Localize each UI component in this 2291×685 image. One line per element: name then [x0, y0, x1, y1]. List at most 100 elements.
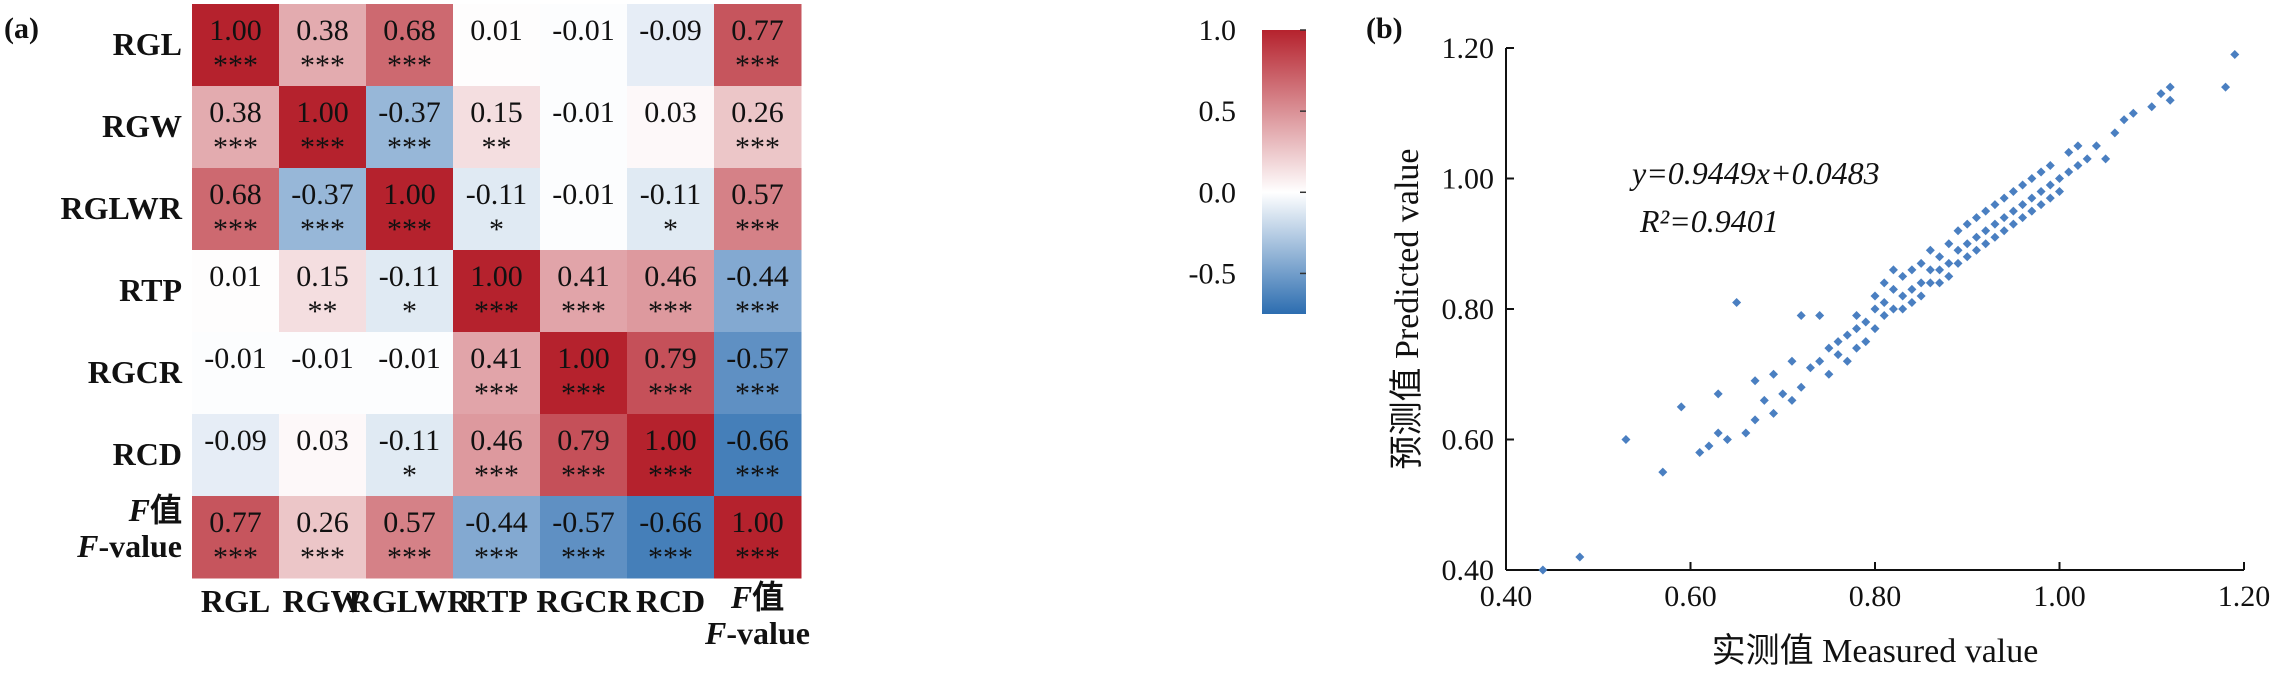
colorbar-tick-label: 0.5: [1199, 95, 1237, 128]
x-tick-label: 1.20: [2218, 580, 2271, 613]
scatter-point: [2055, 174, 2064, 183]
cell-value-label: -0.37: [291, 178, 354, 211]
heatmap-cell: [540, 168, 628, 251]
heatmap-cell: [453, 250, 541, 333]
heatmap-cell: [714, 4, 802, 87]
scatter-point: [1713, 389, 1723, 399]
cell-significance-label: ***: [735, 459, 780, 492]
cell-value-label: 0.46: [644, 260, 697, 293]
scatter-point: [1907, 265, 1917, 275]
heatmap-cell: [627, 168, 715, 251]
scatter-point: [1916, 291, 1926, 301]
scatter-point: [1925, 278, 1935, 288]
scatter-point: [2008, 219, 2018, 229]
scatter-point: [1879, 311, 1889, 321]
cell-value-label: -0.09: [204, 424, 267, 457]
column-label: RCD: [636, 583, 705, 619]
scatter-point: [1759, 395, 1769, 405]
scatter-point: [1971, 213, 1981, 223]
scatter-point: [1907, 284, 1917, 294]
scatter-point: [1971, 245, 1981, 255]
r-squared: R²=0.9401: [1639, 203, 1779, 239]
scatter-point: [1944, 258, 1954, 268]
cell-value-label: 0.68: [209, 178, 262, 211]
cell-value-label: 0.79: [557, 424, 610, 457]
heatmap-cell: [279, 168, 367, 251]
cell-value-label: -0.01: [552, 14, 615, 47]
scatter-point: [1750, 376, 1760, 386]
row-label: RTP: [119, 272, 182, 308]
heatmap-cell: [540, 250, 628, 333]
cell-value-label: -0.11: [379, 260, 440, 293]
scatter-point: [1796, 382, 1806, 392]
cell-significance-label: ***: [387, 541, 432, 574]
scatter-point: [1704, 441, 1714, 451]
cell-value-label: -0.57: [552, 506, 615, 539]
scatter-point: [1944, 271, 1954, 281]
cell-significance-label: **: [308, 295, 338, 328]
cell-significance-label: ***: [213, 131, 258, 164]
heatmap-cell: [366, 4, 454, 87]
cell-significance-label: ***: [648, 377, 693, 410]
heatmap-cell: [366, 414, 454, 497]
cell-value-label: -0.01: [552, 178, 615, 211]
scatter-point: [1935, 265, 1945, 275]
cell-value-label: -0.09: [639, 14, 702, 47]
cell-value-label: 0.77: [731, 14, 784, 47]
column-label: RTP: [465, 583, 528, 619]
cell-value-label: 0.26: [296, 506, 349, 539]
scatter-point: [1888, 284, 1898, 294]
scatter-point: [2055, 187, 2064, 197]
heatmap-cell: [366, 86, 454, 169]
scatter-point: [2073, 141, 2083, 151]
cell-significance-label: ***: [213, 541, 258, 574]
scatter-point: [1713, 428, 1723, 438]
scatter-point: [2064, 147, 2074, 157]
cell-value-label: -0.01: [378, 342, 441, 375]
heatmap-cell: [279, 332, 367, 415]
scatter-point: [1796, 311, 1806, 321]
heatmap-cell: [627, 332, 715, 415]
cell-value-label: 1.00: [644, 424, 697, 457]
cell-value-label: 0.46: [470, 424, 523, 457]
y-tick-label: 1.00: [1442, 163, 1495, 196]
scatter-point: [2147, 102, 2157, 112]
scatter-point: [1898, 271, 1908, 281]
cell-significance-label: ***: [561, 377, 606, 410]
cell-value-label: -0.11: [466, 178, 527, 211]
x-axis-label: 实测值 Measured value: [1712, 632, 2039, 670]
scatter-point: [1815, 311, 1825, 321]
y-tick-label: 0.40: [1442, 554, 1495, 587]
scatter-point: [2128, 108, 2138, 118]
scatter-point: [2045, 180, 2055, 190]
heatmap-cell: [192, 332, 280, 415]
scatter-point: [2165, 82, 2175, 92]
scatter-point: [2156, 89, 2166, 99]
scatter-point: [1852, 343, 1862, 353]
cell-value-label: 1.00: [470, 260, 523, 293]
cell-significance-label: ***: [561, 541, 606, 574]
column-label: F值: [730, 579, 784, 615]
scatter-point: [1999, 193, 2009, 203]
heatmap-cell: [366, 250, 454, 333]
heatmap-cell: [279, 4, 367, 87]
scatter-point: [2045, 160, 2055, 170]
scatter-point: [1962, 252, 1972, 262]
cell-value-label: -0.44: [465, 506, 528, 539]
cell-value-label: -0.11: [640, 178, 701, 211]
scatter-point: [2165, 95, 2175, 105]
heatmap-cell: [627, 86, 715, 169]
scatter-point: [1870, 291, 1880, 301]
row-label: RGL: [113, 26, 182, 62]
heatmap-cell: [453, 496, 541, 579]
heatmap-cell: [279, 250, 367, 333]
colorbar-gradient: [1262, 30, 1306, 314]
scatter-point: [1935, 252, 1945, 262]
heatmap-cell: [453, 414, 541, 497]
heatmap-cell: [453, 332, 541, 415]
cell-significance-label: ***: [735, 49, 780, 82]
cell-value-label: 0.01: [470, 14, 523, 47]
cell-value-label: 0.38: [296, 14, 349, 47]
cell-value-label: 0.38: [209, 96, 262, 129]
scatter-point: [1944, 239, 1954, 249]
